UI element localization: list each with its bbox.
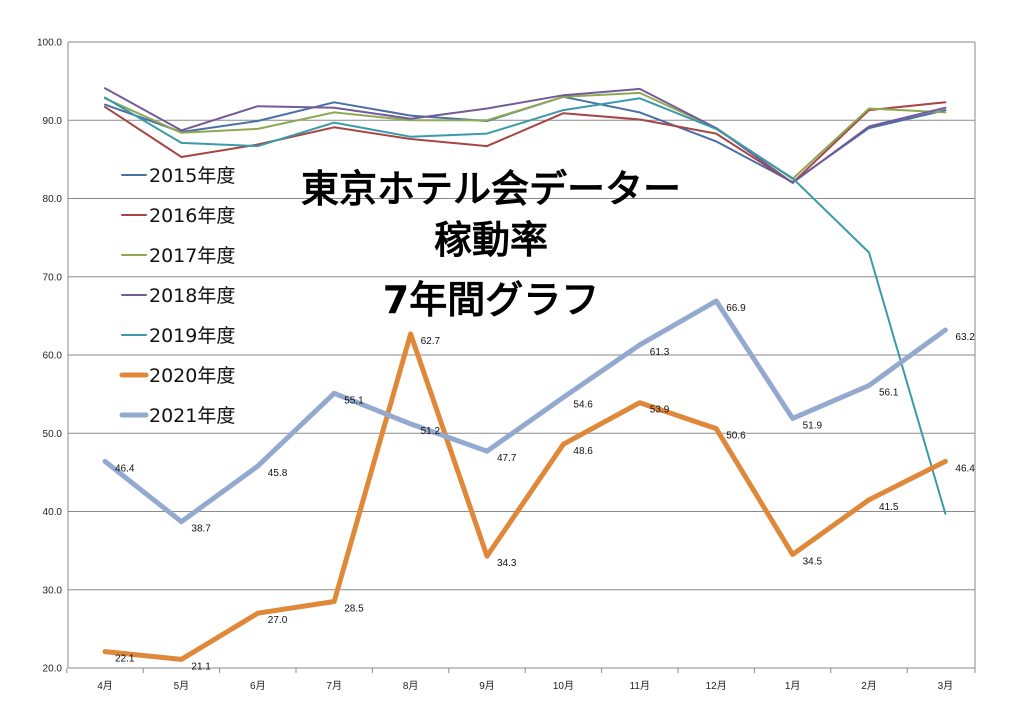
x-tick-label: 12月	[706, 680, 727, 692]
x-tick-label: 1月	[785, 680, 801, 692]
series-line-2019年度	[104, 96, 947, 515]
data-label: 46.4	[115, 463, 135, 474]
legend-label: 2019年度	[149, 325, 235, 347]
data-labels: 22.1 21.1 27.0 28.5 62.7 34.3 48.6 53.9 50.6 34.5…	[115, 303, 975, 672]
data-label: 50.6	[726, 431, 746, 442]
x-tick-label: 8月	[403, 680, 419, 692]
title-line-2: 稼動率	[434, 218, 548, 262]
series-line-2020年度	[102, 331, 948, 662]
data-label: 47.7	[497, 453, 517, 464]
data-label: 56.1	[879, 388, 899, 399]
axes: 20.0 30.0 40.0 50.0 60.0 70.0 80.0 90.0 100.0 4月 5…	[37, 38, 976, 692]
y-tick-label: 40.0	[43, 507, 63, 518]
data-label: 62.7	[421, 336, 441, 347]
y-tick-label: 30.0	[43, 585, 63, 596]
data-label: 41.5	[879, 502, 899, 513]
x-tick-label: 2月	[861, 680, 877, 692]
data-label: 21.1	[191, 661, 211, 672]
y-tick-label: 60.0	[43, 351, 63, 362]
data-label: 46.4	[955, 463, 975, 474]
x-tick-label: 11月	[630, 680, 650, 692]
y-tick-label: 80.0	[43, 194, 63, 205]
series-line-2018年度	[104, 87, 947, 184]
data-label: 55.1	[344, 395, 364, 406]
x-tick-label: 5月	[174, 680, 190, 692]
data-label: 54.6	[573, 399, 593, 410]
legend-label: 2017年度	[149, 245, 235, 267]
legend-label: 2018年度	[149, 285, 235, 307]
data-label: 53.9	[650, 405, 670, 416]
y-tick-label: 90.0	[43, 116, 63, 127]
data-label: 66.9	[726, 303, 746, 314]
data-label: 34.5	[803, 557, 823, 568]
data-label: 38.7	[191, 524, 211, 535]
data-label: 63.2	[955, 332, 975, 343]
data-label: 34.3	[497, 558, 517, 569]
x-tick-label: 3月	[938, 680, 954, 692]
x-tick-label: 9月	[479, 680, 495, 692]
y-tick-label: 100.0	[37, 38, 62, 49]
data-label: 51.9	[803, 420, 823, 431]
data-label: 51.2	[421, 426, 441, 437]
legend: 2015年度 2016年度 2017年度 2018年度 2019年度 2020年度 2021…	[119, 165, 235, 427]
y-tick-label: 20.0	[43, 664, 63, 675]
data-label: 27.0	[268, 615, 288, 626]
series-line-2021年度	[102, 298, 948, 525]
data-label: 22.1	[115, 654, 135, 665]
chart-title: 東京ホテル会データー 稼動率 7年間グラフ	[301, 167, 681, 322]
data-label: 48.6	[573, 446, 593, 457]
title-line-3: 7年間グラフ	[383, 278, 599, 322]
series-line-2017年度	[104, 91, 947, 180]
gridlines	[68, 41, 975, 669]
legend-label: 2021年度	[149, 405, 235, 427]
series-lines	[102, 87, 948, 662]
data-label: 28.5	[344, 603, 364, 614]
y-tick-label: 50.0	[43, 429, 63, 440]
y-tick-label: 70.0	[43, 272, 63, 283]
title-line-1: 東京ホテル会データー	[301, 167, 681, 211]
data-label: 45.8	[268, 468, 288, 479]
x-tick-label: 6月	[250, 680, 266, 692]
legend-label: 2020年度	[149, 365, 235, 387]
x-tick-label: 4月	[97, 680, 113, 692]
legend-label: 2015年度	[149, 165, 235, 187]
x-tick-label: 10月	[553, 680, 574, 692]
legend-label: 2016年度	[149, 205, 235, 227]
series-line-2016年度	[104, 101, 947, 184]
x-tick-label: 7月	[326, 680, 342, 692]
data-label: 61.3	[650, 347, 670, 358]
